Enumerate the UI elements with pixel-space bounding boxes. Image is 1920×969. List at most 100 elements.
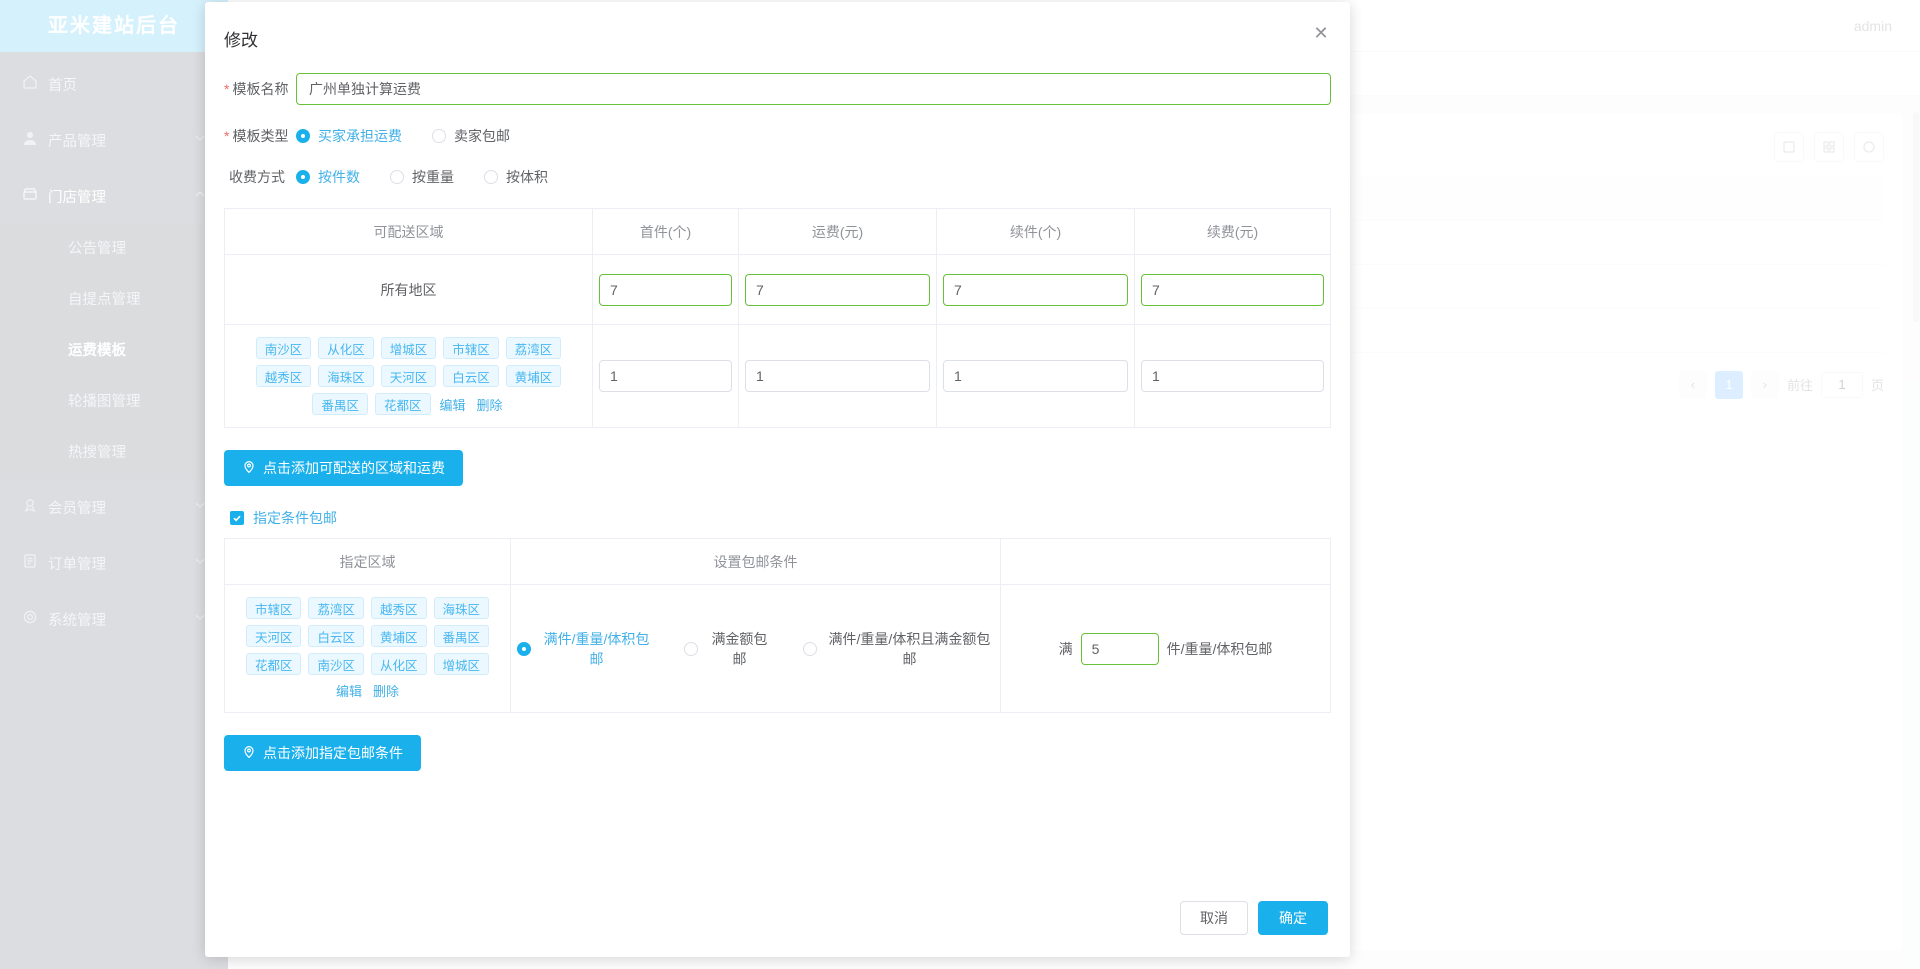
delete-area-link[interactable]: 删除 — [475, 395, 505, 414]
modal-body: *模板名称 *模板类型 买家承担运费 卖家包邮 — [205, 51, 1350, 901]
column-header-specified-area: 指定区域 — [224, 538, 511, 585]
edit-area-link[interactable]: 编辑 — [438, 395, 468, 414]
area-tag[interactable]: 越秀区 — [371, 597, 427, 619]
cell-first-qty — [592, 254, 739, 325]
area-tag[interactable]: 南沙区 — [255, 337, 312, 359]
radio-dot-icon — [296, 129, 310, 143]
area-tag[interactable]: 海珠区 — [433, 597, 490, 619]
checkbox-checked-icon[interactable] — [230, 511, 244, 525]
radio-label: 按重量 — [412, 169, 454, 185]
template-name-input[interactable] — [296, 73, 1331, 105]
area-tag[interactable]: 黄埔区 — [371, 625, 427, 647]
radio-dot-icon — [802, 641, 817, 656]
area-tag[interactable]: 增城区 — [380, 337, 437, 359]
radio-qty-and-amount-free[interactable]: 满件/重量/体积且满金额包邮 — [802, 629, 994, 669]
area-tag[interactable]: 南沙区 — [308, 653, 364, 675]
cell-first-qty — [592, 324, 739, 428]
area-tag[interactable]: 番禺区 — [433, 625, 490, 647]
radio-by-weight[interactable]: 按重量 — [390, 167, 454, 187]
area-tag[interactable]: 白云区 — [443, 365, 499, 387]
free-shipping-checkbox-row[interactable]: 指定条件包邮 — [230, 508, 1331, 528]
column-header-next-fee: 续费(元) — [1134, 208, 1331, 255]
area-tag[interactable]: 花都区 — [374, 393, 431, 415]
cell-area-tags: 南沙区 从化区 增城区 市辖区 荔湾区 越秀区 海珠区 天河区 白云区 黄埔区 — [224, 324, 593, 428]
cell-next-qty — [936, 254, 1135, 325]
free-table-body: 市辖区 荔湾区 越秀区 海珠区 天河区 白云区 黄埔区 番禺区 花都区 南沙区 — [224, 584, 1331, 713]
cancel-button[interactable]: 取消 — [1180, 901, 1248, 935]
first-qty-input[interactable] — [599, 273, 732, 306]
delete-condition-link[interactable]: 删除 — [371, 681, 401, 700]
area-tag[interactable]: 越秀区 — [255, 365, 312, 387]
radio-amount-free[interactable]: 满金额包邮 — [684, 629, 773, 669]
add-delivery-area-button[interactable]: 点击添加可配送的区域和运费 — [224, 450, 463, 486]
radio-label: 满金额包邮 — [711, 630, 768, 667]
cell-next-qty — [936, 324, 1135, 428]
radio-dot-icon — [517, 641, 531, 656]
radio-by-piece[interactable]: 按件数 — [296, 167, 360, 187]
condition-radio-group: 满件/重量/体积包邮 满金额包邮 满件/重量/体积且满金额包邮 — [517, 629, 994, 669]
add-condition-button-wrap: 点击添加指定包邮条件 — [224, 735, 1331, 771]
area-tag[interactable]: 黄埔区 — [505, 365, 562, 387]
amount-prefix-label: 满 — [1058, 640, 1073, 657]
free-shipping-threshold-input[interactable] — [1080, 632, 1159, 665]
column-header-next-qty: 续件(个) — [936, 208, 1135, 255]
edit-shipping-template-modal: 修改 ✕ *模板名称 *模板类型 买家承担运费 — [205, 2, 1350, 957]
area-tag[interactable]: 白云区 — [308, 625, 364, 647]
template-name-label: * 模板名称 — [224, 79, 296, 99]
next-fee-input[interactable] — [1141, 360, 1324, 392]
add-area-button-wrap: 点击添加可配送的区域和运费 — [224, 450, 1331, 486]
radio-label: 满件/重量/体积且满金额包邮 — [828, 630, 991, 667]
area-tag[interactable]: 增城区 — [433, 653, 490, 675]
area-tag[interactable]: 市辖区 — [443, 337, 499, 359]
area-tag[interactable]: 荔湾区 — [505, 337, 562, 359]
area-tag[interactable]: 市辖区 — [245, 597, 302, 619]
free-table-header-row: 指定区域 设置包邮条件 — [224, 538, 1331, 585]
radio-dot-icon — [390, 170, 404, 184]
edit-condition-link[interactable]: 编辑 — [334, 681, 364, 700]
area-tag[interactable]: 天河区 — [245, 625, 302, 647]
area-tag[interactable]: 天河区 — [380, 365, 437, 387]
charge-method-label: 收费方式 — [224, 167, 296, 187]
template-type-radio-group: 买家承担运费 卖家包邮 — [296, 126, 510, 146]
table-row: 市辖区 荔湾区 越秀区 海珠区 天河区 白云区 黄埔区 番禺区 花都区 南沙区 — [224, 584, 1331, 713]
cell-specified-area-tags: 市辖区 荔湾区 越秀区 海珠区 天河区 白云区 黄埔区 番禺区 花都区 南沙区 — [224, 584, 511, 713]
area-tag[interactable]: 花都区 — [245, 653, 302, 675]
area-tag[interactable]: 荔湾区 — [308, 597, 364, 619]
template-name-row: * 模板名称 — [224, 73, 1331, 105]
add-free-shipping-condition-button[interactable]: 点击添加指定包邮条件 — [224, 735, 421, 771]
column-header-value — [1000, 538, 1331, 585]
area-tag[interactable]: 从化区 — [318, 337, 374, 359]
radio-qty-free[interactable]: 满件/重量/体积包邮 — [517, 629, 654, 669]
cell-conditions: 满件/重量/体积包邮 满金额包邮 满件/重量/体积且满金额包邮 — [510, 584, 1001, 713]
radio-label: 按体积 — [506, 169, 548, 185]
area-tag[interactable]: 番禺区 — [312, 393, 368, 415]
radio-dot-icon — [684, 641, 698, 656]
next-fee-input[interactable] — [1141, 273, 1324, 306]
area-tag[interactable]: 从化区 — [371, 653, 427, 675]
radio-seller-free[interactable]: 卖家包邮 — [432, 126, 510, 146]
button-label: 点击添加指定包邮条件 — [263, 745, 403, 761]
radio-buyer-pays[interactable]: 买家承担运费 — [296, 126, 402, 146]
confirm-button[interactable]: 确定 — [1258, 901, 1328, 935]
radio-label: 满件/重量/体积包邮 — [543, 630, 650, 667]
radio-dot-icon — [432, 129, 446, 143]
label-text: 收费方式 — [229, 169, 285, 185]
free-shipping-checkbox-label: 指定条件包邮 — [253, 510, 337, 526]
first-qty-input[interactable] — [599, 360, 732, 392]
close-icon[interactable]: ✕ — [1310, 22, 1332, 44]
column-header-first-qty: 首件(个) — [592, 208, 739, 255]
area-tag[interactable]: 海珠区 — [318, 365, 374, 387]
required-marker: * — [224, 81, 230, 97]
specified-area-tag-list: 市辖区 荔湾区 越秀区 海珠区 天河区 白云区 黄埔区 番禺区 花都区 南沙区 — [231, 593, 504, 704]
amount-suffix-label: 件/重量/体积包邮 — [1166, 640, 1273, 657]
first-fee-input[interactable] — [745, 360, 930, 392]
area-table-body: 所有地区 南沙区 从化区 增城区 市辖区 — [224, 254, 1331, 428]
next-qty-input[interactable] — [943, 273, 1128, 306]
table-row: 所有地区 — [224, 254, 1331, 325]
delivery-area-table: 可配送区域 首件(个) 运费(元) 续件(个) 续费(元) 所有地区 — [224, 208, 1331, 428]
condition-value-row: 满 件/重量/体积包邮 — [1007, 632, 1324, 665]
label-text: 模板名称 — [232, 81, 289, 97]
next-qty-input[interactable] — [943, 360, 1128, 392]
radio-by-volume[interactable]: 按体积 — [484, 167, 548, 187]
first-fee-input[interactable] — [745, 273, 930, 306]
